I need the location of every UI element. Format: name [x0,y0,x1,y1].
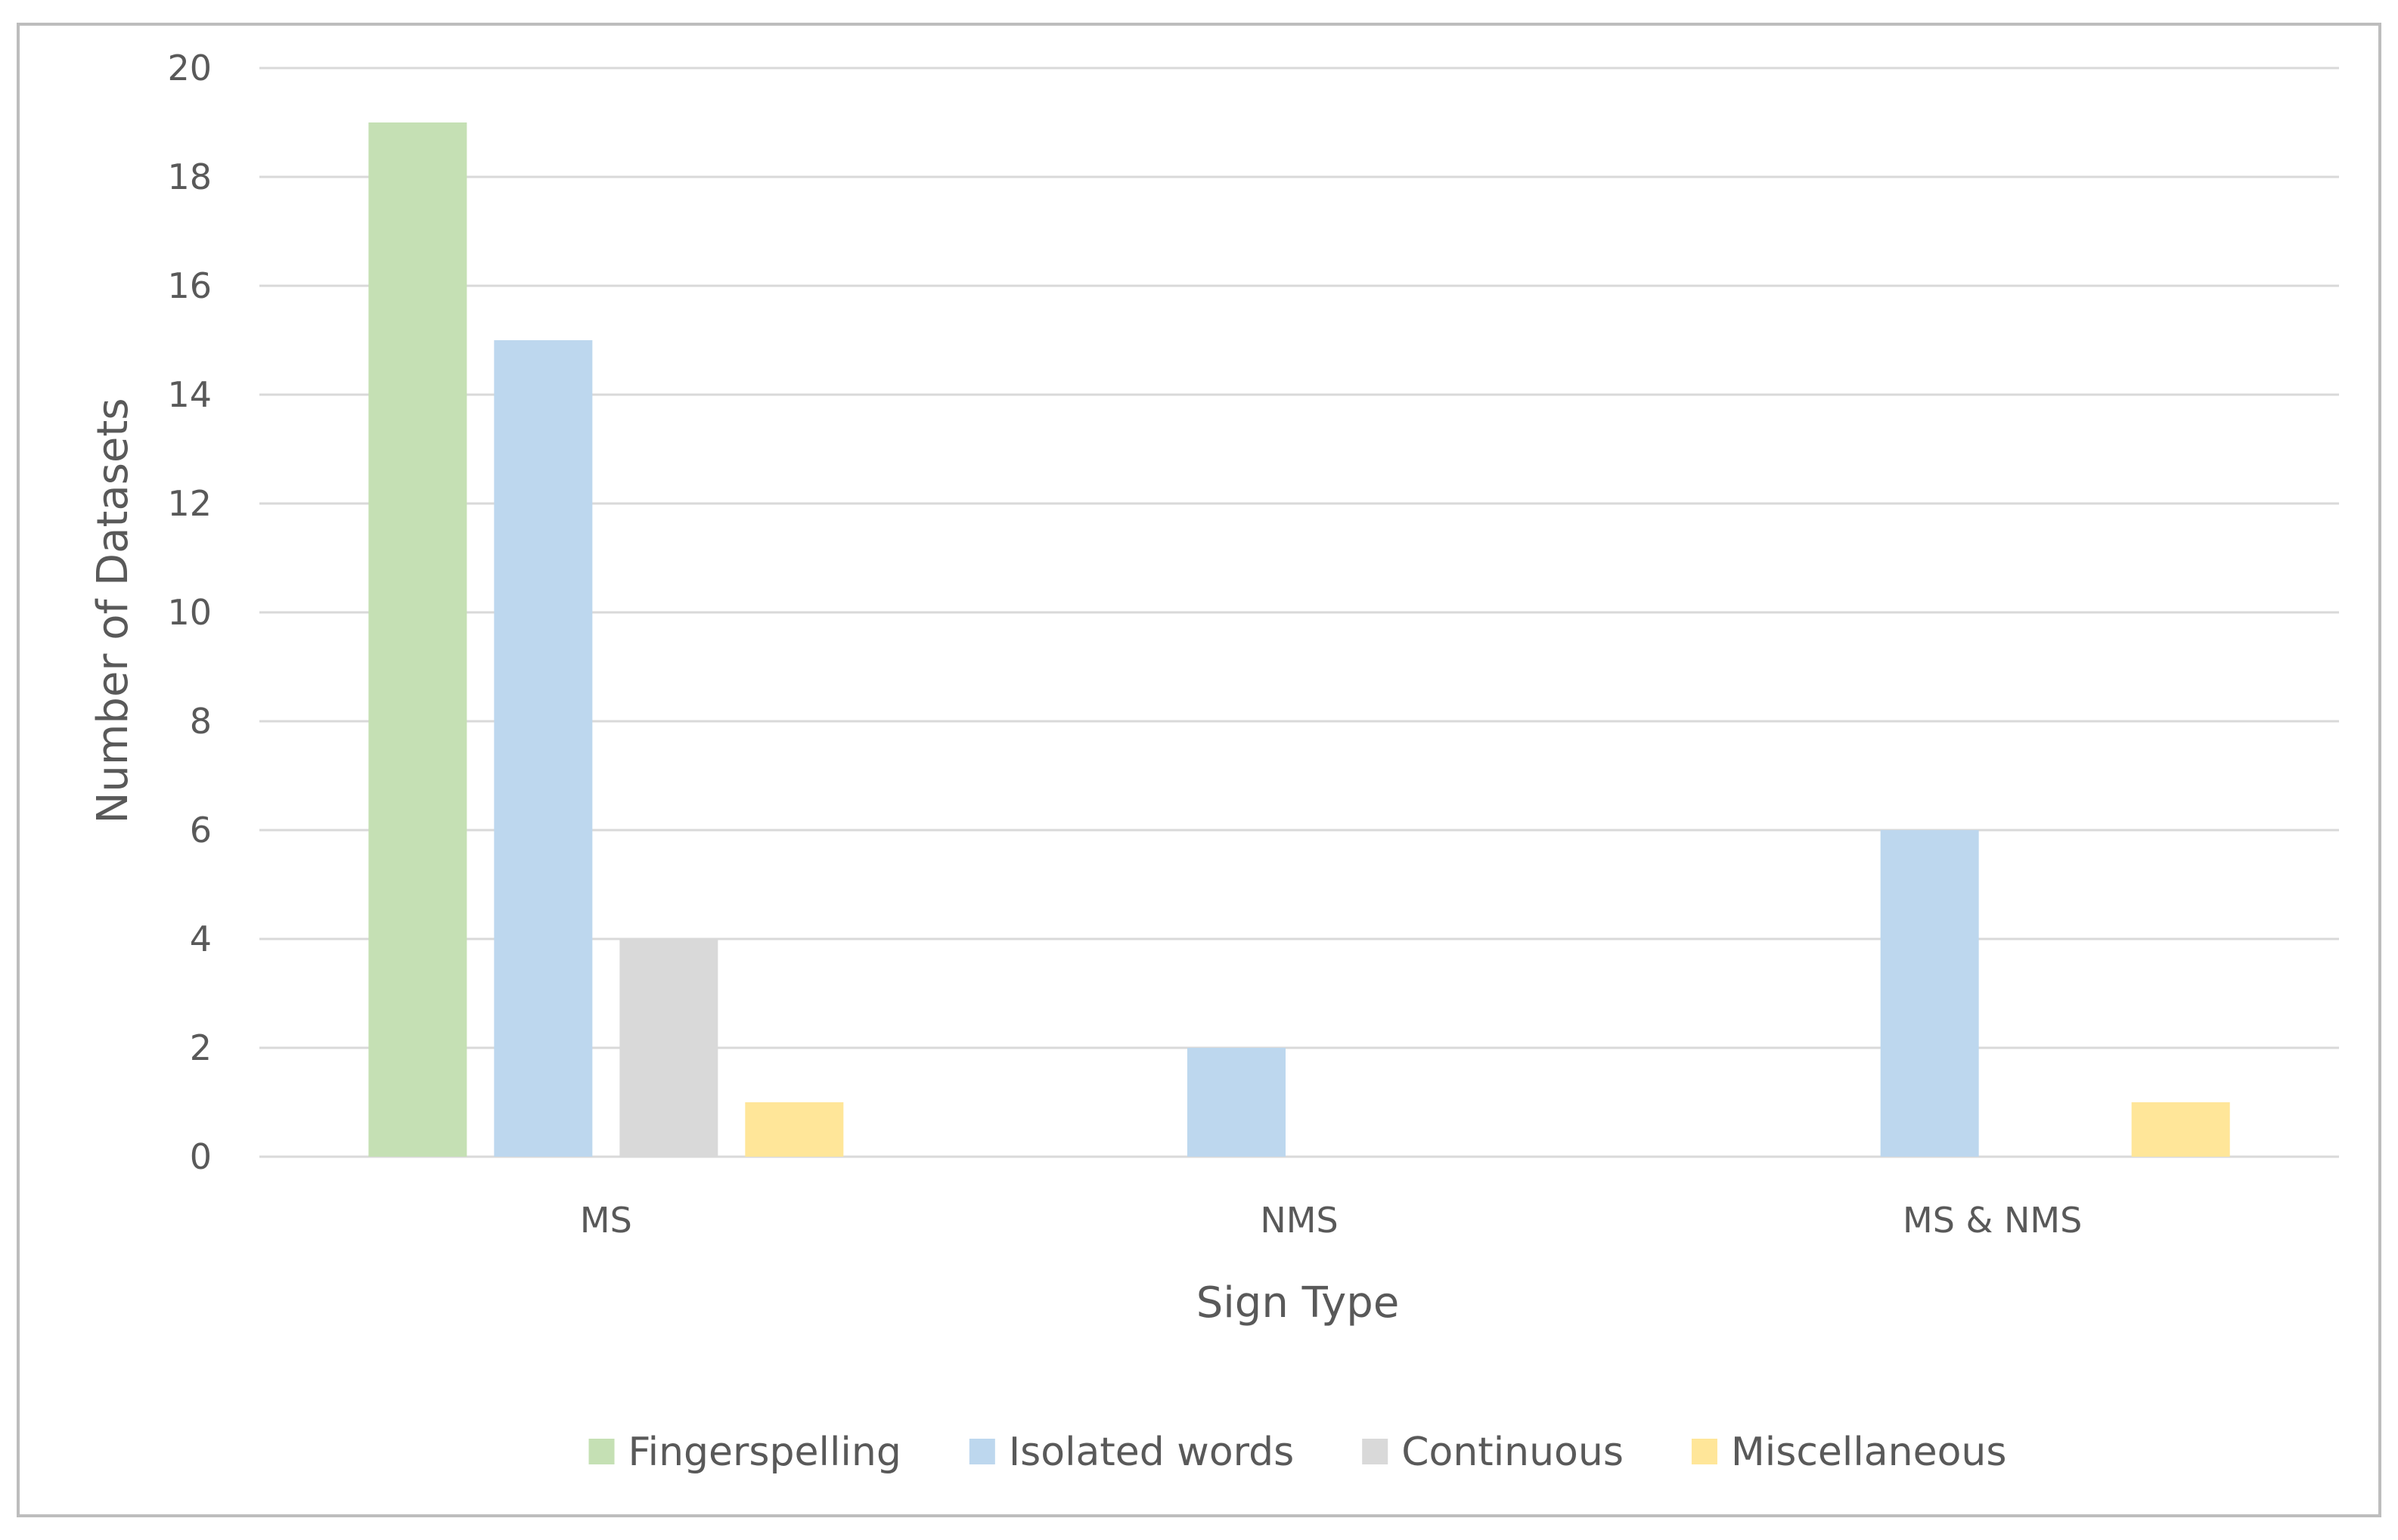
x-tick-label: MS & NMS [1903,1200,2082,1241]
bar-isolated-words [1880,830,1979,1157]
bar-miscellaneous [2131,1102,2230,1157]
y-tick-label: 12 [167,483,212,524]
y-tick-label: 14 [167,374,212,415]
legend-swatch [1691,1439,1717,1464]
y-tick-label: 10 [167,592,212,633]
bar-miscellaneous [745,1102,844,1157]
bars [368,122,2230,1157]
legend-label: Fingerspelling [628,1430,901,1475]
legend: Fingerspelling Isolated words Continuous Mi… [588,1430,2007,1475]
gridlines [259,67,2339,1158]
x-axis-ticks: MS NMS MS & NMS [580,1200,2082,1241]
y-tick-label: 0 [190,1136,212,1177]
y-tick-label: 8 [190,701,212,742]
y-axis-title: Number of Datasets [88,398,138,823]
x-tick-label: MS [580,1200,632,1241]
legend-label: Miscellaneous [1731,1430,2007,1475]
bar-isolated-words [1187,1048,1286,1157]
legend-label: Isolated words [1009,1430,1294,1475]
bar-isolated-words [494,340,593,1157]
legend-label: Continuous [1401,1430,1624,1475]
legend-swatch [588,1439,615,1464]
legend-swatch [969,1439,995,1464]
bar-fingerspelling [368,122,467,1157]
bar-continuous [619,939,718,1157]
legend-swatch [1362,1439,1388,1464]
y-tick-label: 18 [167,156,212,197]
y-tick-label: 2 [190,1027,212,1068]
y-axis-ticks: 0 2 4 6 8 10 12 14 16 18 20 [167,48,212,1177]
y-tick-label: 4 [190,919,212,959]
y-tick-label: 16 [167,265,212,306]
y-tick-label: 6 [190,810,212,851]
x-axis-title: Sign Type [1196,1278,1400,1328]
y-tick-label: 20 [167,48,212,88]
x-tick-label: NMS [1260,1200,1338,1241]
